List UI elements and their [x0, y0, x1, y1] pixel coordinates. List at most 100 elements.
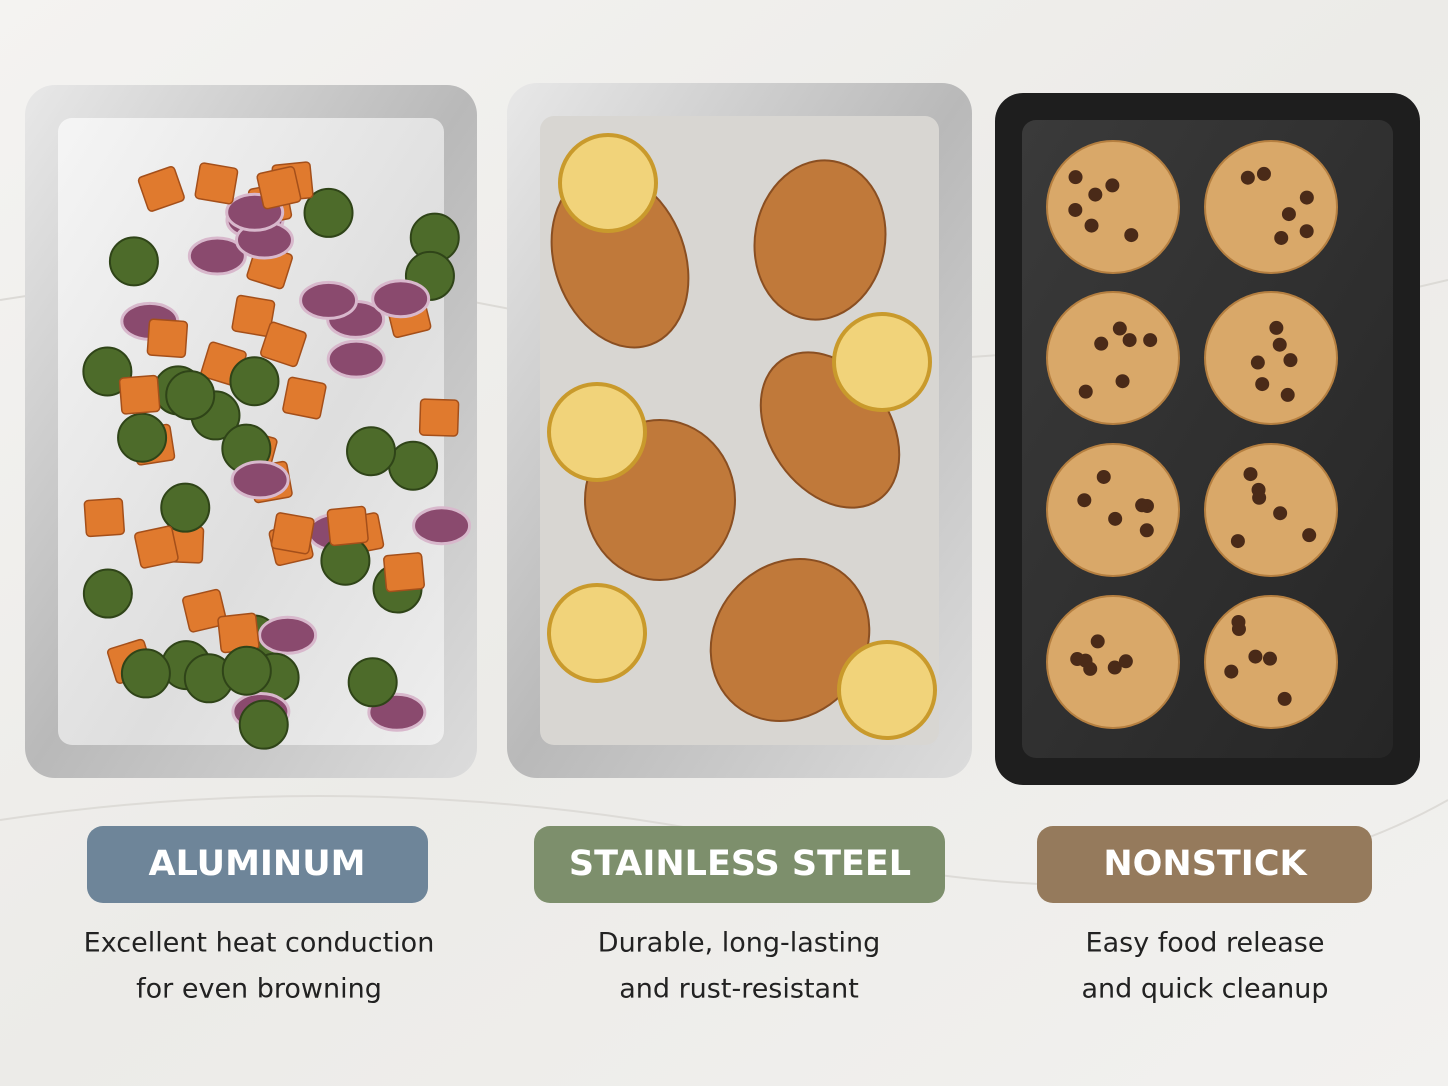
- broccoli: [221, 645, 272, 696]
- chocolate-chip: [1107, 660, 1122, 675]
- label-pill: [1037, 826, 1372, 903]
- chocolate-chip: [1139, 523, 1154, 538]
- description: Easy food release: [1086, 928, 1325, 959]
- chocolate-chip: [1108, 511, 1123, 526]
- cookie: [1046, 443, 1180, 577]
- onion: [258, 615, 318, 655]
- chocolate-chip: [1273, 506, 1288, 521]
- chocolate-chip: [1230, 534, 1245, 549]
- onion: [187, 236, 247, 276]
- description: Excellent heat conduction: [84, 928, 435, 959]
- label-pill: [534, 826, 945, 903]
- sweet-potato: [118, 374, 161, 415]
- label-pill: [87, 826, 428, 903]
- chocolate-chip: [1112, 321, 1127, 336]
- broccoli: [108, 236, 159, 287]
- broccoli: [117, 412, 168, 463]
- chocolate-chip: [1118, 654, 1133, 669]
- chocolate-chip: [1124, 228, 1139, 243]
- chocolate-chip: [1143, 333, 1158, 348]
- sweet-potato: [270, 512, 315, 555]
- onion: [371, 279, 431, 319]
- sweet-potato: [182, 588, 228, 633]
- chocolate-chip: [1274, 230, 1289, 245]
- description: Durable, long-lasting: [598, 928, 880, 959]
- chocolate-chip: [1299, 190, 1314, 205]
- broccoli: [303, 187, 354, 238]
- lemon-slice: [558, 133, 658, 233]
- chocolate-chip: [1277, 691, 1292, 706]
- sweet-potato: [260, 321, 307, 368]
- food: [82, 133, 1338, 750]
- sweet-potato: [383, 552, 425, 593]
- chocolate-chip: [1250, 355, 1265, 370]
- cookie: [1046, 140, 1180, 274]
- chicken: [753, 159, 887, 321]
- lemon-slice: [832, 312, 932, 412]
- chocolate-chip: [1084, 218, 1099, 233]
- chocolate-chip: [1068, 170, 1083, 185]
- chocolate-chip: [1090, 634, 1105, 649]
- lemon-slice: [837, 640, 937, 740]
- chocolate-chip: [1094, 336, 1109, 351]
- chocolate-chip: [1243, 467, 1258, 482]
- broccoli: [347, 657, 398, 708]
- panel-label: STAINLESS STEEL: [569, 844, 911, 884]
- description: for even browning: [136, 974, 382, 1005]
- chocolate-chip: [1135, 498, 1150, 513]
- chocolate-chip: [1269, 320, 1284, 335]
- broccoli: [82, 568, 133, 619]
- onion: [230, 460, 290, 500]
- sweet-potato: [134, 525, 179, 569]
- sweet-potato: [256, 166, 302, 210]
- chocolate-chip: [1252, 490, 1267, 505]
- chocolate-chip: [1115, 374, 1130, 389]
- sweet-potato: [146, 318, 189, 359]
- sweet-potato: [194, 162, 239, 205]
- chocolate-chip: [1088, 187, 1103, 202]
- onion: [326, 339, 386, 379]
- description: and rust-resistant: [619, 974, 859, 1005]
- panel-label: NONSTICK: [1103, 844, 1308, 884]
- broccoli: [229, 356, 280, 407]
- broccoli: [160, 482, 211, 533]
- chocolate-chip: [1272, 337, 1287, 352]
- chocolate-chip: [1083, 661, 1098, 676]
- broccoli: [120, 648, 171, 699]
- broccoli: [165, 370, 216, 421]
- sweet-potato: [282, 376, 327, 420]
- chocolate-chip: [1280, 387, 1295, 402]
- sweet-potato: [418, 398, 460, 437]
- chocolate-chip: [1281, 207, 1296, 222]
- chocolate-chip: [1299, 224, 1314, 239]
- cookie: [1046, 291, 1180, 425]
- sweet-potato: [83, 497, 125, 538]
- cookie: [1204, 140, 1338, 274]
- chocolate-chip: [1077, 493, 1092, 508]
- chocolate-chip: [1105, 178, 1120, 193]
- lemon-slice: [547, 583, 647, 683]
- cookie: [1204, 443, 1338, 577]
- onion: [299, 280, 359, 320]
- lemon-slice: [547, 382, 647, 482]
- sweet-potato: [231, 294, 276, 337]
- chocolate-chip: [1078, 384, 1093, 399]
- broccoli: [388, 440, 439, 491]
- broccoli: [238, 699, 289, 750]
- panel-label: ALUMINUM: [149, 844, 366, 884]
- chocolate-chip: [1302, 528, 1317, 543]
- chocolate-chip: [1283, 353, 1298, 368]
- sweet-potato: [137, 166, 185, 212]
- cookie: [1204, 291, 1338, 425]
- chocolate-chip: [1224, 664, 1239, 679]
- chocolate-chip: [1262, 651, 1277, 666]
- chocolate-chip: [1256, 166, 1271, 181]
- broccoli: [346, 426, 397, 477]
- description: and quick cleanup: [1081, 974, 1328, 1005]
- chocolate-chip: [1248, 649, 1263, 664]
- chocolate-chip: [1068, 202, 1083, 217]
- chocolate-chip: [1240, 170, 1255, 185]
- onion: [412, 506, 472, 546]
- chocolate-chip: [1255, 377, 1270, 392]
